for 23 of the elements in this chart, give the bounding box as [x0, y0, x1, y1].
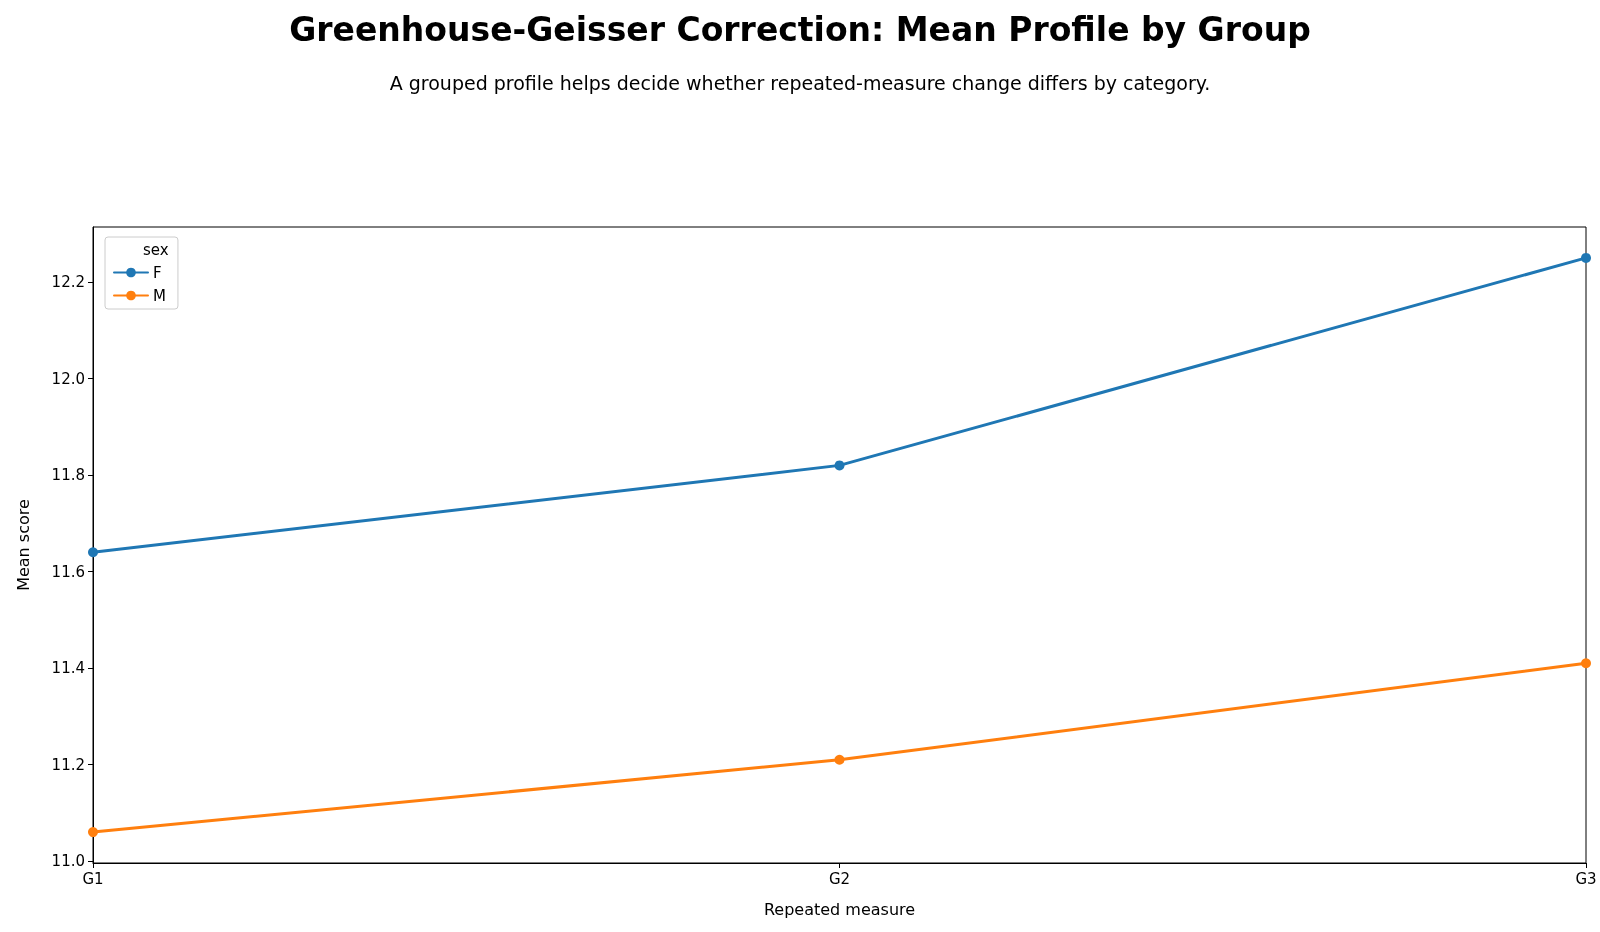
point — [88, 827, 98, 838]
point — [834, 460, 845, 471]
y-tick-label: 11.6 — [51, 562, 85, 581]
chart-title: Greenhouse-Geisser Correction: Mean Profile by Group — [289, 10, 1311, 49]
y-tick-label: 11.0 — [51, 852, 85, 871]
x-tick-label: G1 — [82, 869, 104, 888]
y-tick-label: 12.0 — [51, 369, 85, 388]
point — [88, 547, 98, 558]
legend-label: F — [153, 263, 162, 282]
x-tick-label: G3 — [1575, 869, 1597, 888]
point — [834, 754, 845, 765]
y-tick-label: 11.4 — [51, 659, 85, 678]
y-tick-label: 11.8 — [51, 466, 85, 485]
chart-subtitle: A grouped profile helps decide whether repeated-measure change differs by category. — [389, 71, 1211, 94]
legend-title: sex — [143, 240, 169, 259]
x-tick-label: G2 — [828, 869, 851, 888]
y-tick-label: 11.2 — [51, 755, 85, 774]
x-axis-title: Repeated measure — [763, 899, 916, 919]
y-tick-label: 12.2 — [51, 273, 85, 292]
legend-label: M — [153, 286, 166, 305]
point — [1581, 658, 1591, 669]
point — [1581, 252, 1591, 263]
y-axis-title: Mean score — [13, 499, 33, 591]
